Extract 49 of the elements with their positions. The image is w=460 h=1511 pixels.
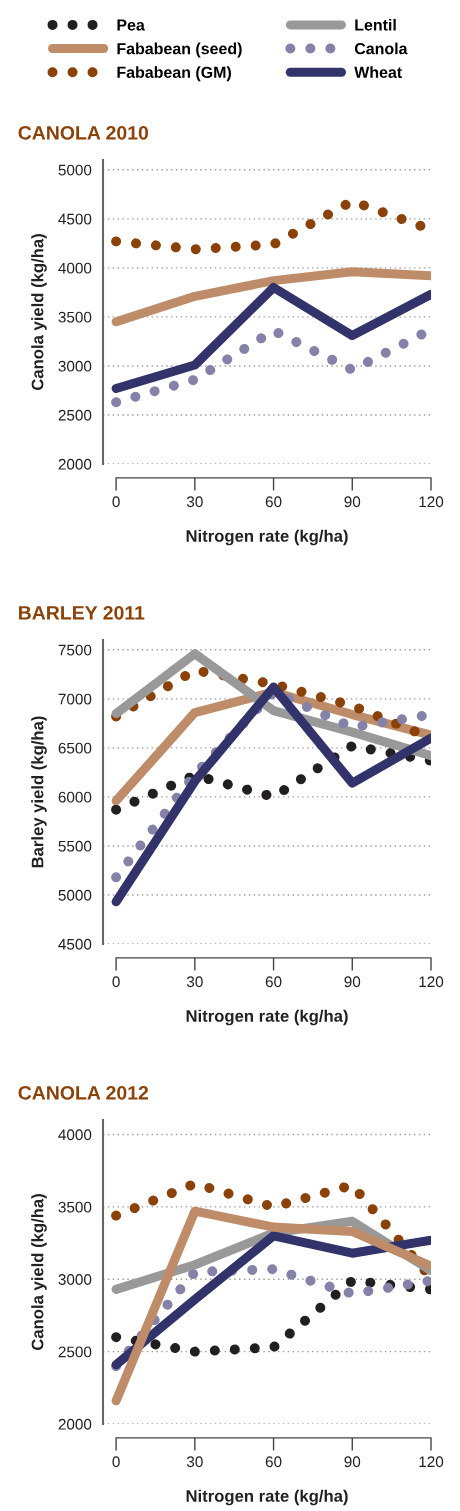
y-tick-label: 4500: [58, 938, 92, 950]
chart-title: BARLEY 2011: [19, 605, 145, 620]
x-tick-label: 30: [186, 496, 203, 508]
y-tick-label: 4500: [58, 213, 92, 225]
y-tick-label: 3500: [58, 311, 92, 323]
legend-label: Canola: [354, 42, 408, 55]
legend-label: Wheat: [354, 66, 402, 78]
y-tick-label: 4000: [58, 262, 92, 274]
x-tick-label: 30: [186, 976, 203, 988]
y-tick-label: 5500: [58, 840, 92, 852]
x-tick-label: 30: [186, 1456, 203, 1468]
y-axis-title: Barley yield (kg/ha): [31, 716, 47, 868]
x-axis-title: Nitrogen rate (kg/ha): [186, 529, 348, 546]
y-axis-title: Canola yield (kg/ha): [31, 1194, 47, 1351]
y-tick-label: 5000: [58, 889, 92, 901]
y-tick-label: 3500: [58, 1201, 92, 1213]
legend-label: Pea: [117, 19, 145, 31]
y-tick-label: 6500: [58, 742, 92, 754]
y-tick-label: 5000: [58, 164, 92, 176]
x-tick-label: 90: [344, 1456, 361, 1468]
chart-title: CANOLA 2012: [18, 1085, 149, 1100]
y-tick-label: 7500: [58, 644, 92, 656]
legend-label: Fababean (GM): [117, 66, 231, 82]
x-tick-label: 60: [265, 496, 282, 508]
x-axis-title: Nitrogen rate (kg/ha): [186, 1009, 348, 1026]
y-tick-label: 2500: [58, 1346, 92, 1358]
y-tick-label: 4000: [58, 1129, 92, 1141]
y-tick-label: 2500: [58, 409, 92, 421]
y-tick-label: 2000: [58, 458, 92, 470]
x-tick-label: 120: [419, 496, 444, 508]
x-tick-label: 60: [265, 1456, 282, 1468]
y-axis-title: Canola yield (kg/ha): [31, 234, 47, 391]
y-tick-label: 2000: [58, 1418, 92, 1430]
chart-title: CANOLA 2010: [18, 125, 149, 140]
x-tick-label: 90: [344, 496, 361, 508]
legend-label: Lentil: [355, 18, 396, 31]
y-tick-label: 7000: [58, 693, 92, 705]
y-tick-label: 3000: [58, 1274, 92, 1285]
x-tick-label: 0: [112, 976, 120, 988]
x-tick-label: 120: [419, 1456, 444, 1468]
x-tick-label: 0: [112, 1456, 120, 1468]
x-tick-label: 120: [419, 976, 444, 988]
x-tick-label: 90: [344, 976, 361, 988]
x-tick-label: 60: [265, 976, 282, 988]
y-tick-label: 3000: [58, 360, 92, 372]
x-axis-title: Nitrogen rate (kg/ha): [186, 1489, 348, 1506]
legend-label: Fababean (seed): [117, 42, 242, 58]
y-tick-label: 6000: [58, 791, 92, 803]
x-tick-label: 0: [112, 496, 120, 508]
